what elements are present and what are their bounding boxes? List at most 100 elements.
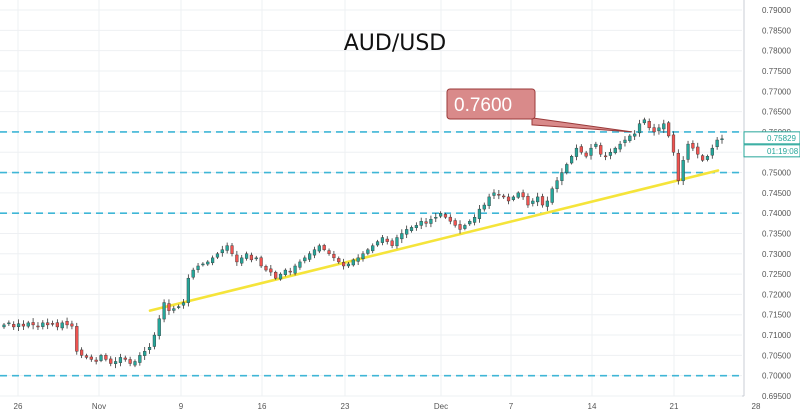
callout-pointer bbox=[531, 117, 633, 133]
chart-title: AUD/USD bbox=[344, 31, 447, 56]
candle bbox=[46, 318, 50, 330]
candle-body bbox=[157, 318, 161, 336]
candle bbox=[341, 258, 346, 270]
candle bbox=[429, 215, 433, 228]
candle bbox=[2, 322, 6, 329]
candle-body bbox=[642, 119, 646, 124]
candle-body bbox=[579, 146, 583, 153]
candle bbox=[152, 332, 156, 350]
candle-body bbox=[249, 254, 254, 261]
candle bbox=[317, 243, 321, 254]
candle-body bbox=[2, 324, 6, 328]
x-axis: 26 Nov 9 16 23 Dec 7 14 21 28 bbox=[14, 402, 761, 411]
candle bbox=[448, 214, 452, 225]
candle bbox=[633, 130, 637, 141]
candle-body bbox=[351, 259, 355, 266]
candle-body bbox=[676, 152, 680, 181]
candle-body bbox=[298, 261, 302, 268]
candle-body bbox=[448, 216, 452, 222]
candle-body bbox=[550, 188, 554, 203]
candle bbox=[681, 156, 685, 186]
candle-body bbox=[80, 349, 84, 356]
y-tick-label: 0.69500 bbox=[762, 392, 791, 401]
candle bbox=[705, 154, 710, 162]
x-tick-label: 14 bbox=[588, 402, 597, 411]
candle-body bbox=[502, 195, 506, 198]
candle-body bbox=[667, 122, 671, 137]
candle-body bbox=[482, 204, 486, 210]
candle-body bbox=[186, 277, 190, 303]
candle bbox=[371, 243, 375, 254]
candle bbox=[443, 212, 448, 219]
candle bbox=[652, 123, 656, 136]
candle bbox=[308, 251, 312, 262]
candle-body bbox=[463, 225, 467, 229]
candle-body bbox=[565, 164, 569, 173]
candle bbox=[657, 124, 661, 135]
candle-body bbox=[75, 326, 79, 352]
candle-body bbox=[7, 322, 11, 325]
candle-body bbox=[400, 233, 404, 240]
y-tick-label: 0.70000 bbox=[762, 372, 791, 381]
candle bbox=[584, 150, 588, 159]
candle-body bbox=[177, 306, 181, 308]
candle bbox=[570, 154, 574, 165]
candle bbox=[70, 320, 74, 330]
candle-body bbox=[536, 196, 540, 203]
y-tick-label: 0.79000 bbox=[762, 6, 791, 15]
candle-body bbox=[671, 134, 676, 153]
candle bbox=[177, 304, 181, 310]
candle bbox=[414, 222, 418, 231]
candle-body bbox=[269, 268, 273, 273]
candle-body bbox=[133, 361, 137, 366]
candle bbox=[162, 299, 166, 323]
candle bbox=[147, 343, 152, 354]
candle bbox=[487, 193, 491, 209]
candle bbox=[691, 140, 695, 152]
candle-body bbox=[715, 139, 719, 147]
candle bbox=[550, 186, 554, 205]
candle-body bbox=[41, 322, 45, 327]
candle bbox=[395, 234, 399, 249]
candle-body bbox=[380, 237, 385, 243]
candle bbox=[536, 192, 540, 207]
candle bbox=[41, 320, 45, 330]
horizontal-levels bbox=[0, 131, 742, 377]
candle-body bbox=[235, 254, 239, 263]
candle-body bbox=[453, 220, 457, 226]
candle-body bbox=[288, 270, 292, 273]
candle-body bbox=[390, 240, 394, 246]
candle bbox=[7, 320, 11, 326]
candle-body bbox=[468, 221, 472, 225]
candle-body bbox=[443, 214, 448, 218]
grid bbox=[0, 0, 745, 397]
trendline-line bbox=[148, 169, 720, 312]
candle-body bbox=[60, 322, 64, 329]
candle-body bbox=[308, 253, 312, 260]
candle bbox=[400, 229, 404, 244]
candle-body bbox=[293, 265, 297, 274]
candle bbox=[157, 315, 161, 340]
candle-body bbox=[497, 194, 501, 196]
y-tick-label: 0.78000 bbox=[762, 47, 791, 56]
candle-body bbox=[487, 196, 491, 206]
candle bbox=[278, 272, 283, 281]
candle bbox=[540, 193, 545, 208]
candle-body bbox=[633, 133, 637, 137]
candle bbox=[361, 251, 365, 262]
candle bbox=[647, 118, 651, 131]
candle bbox=[468, 219, 472, 226]
candle-body bbox=[647, 121, 651, 129]
candle bbox=[351, 258, 355, 267]
candle-body bbox=[152, 334, 156, 347]
candle bbox=[346, 261, 351, 268]
candle-body bbox=[371, 245, 375, 252]
candle-body bbox=[696, 146, 700, 155]
candle-body bbox=[560, 172, 564, 181]
y-tick-label: 0.72000 bbox=[762, 290, 791, 299]
candle bbox=[118, 353, 123, 367]
candle-body bbox=[113, 361, 118, 364]
x-tick-label: Dec bbox=[434, 402, 448, 411]
candle bbox=[419, 217, 423, 230]
